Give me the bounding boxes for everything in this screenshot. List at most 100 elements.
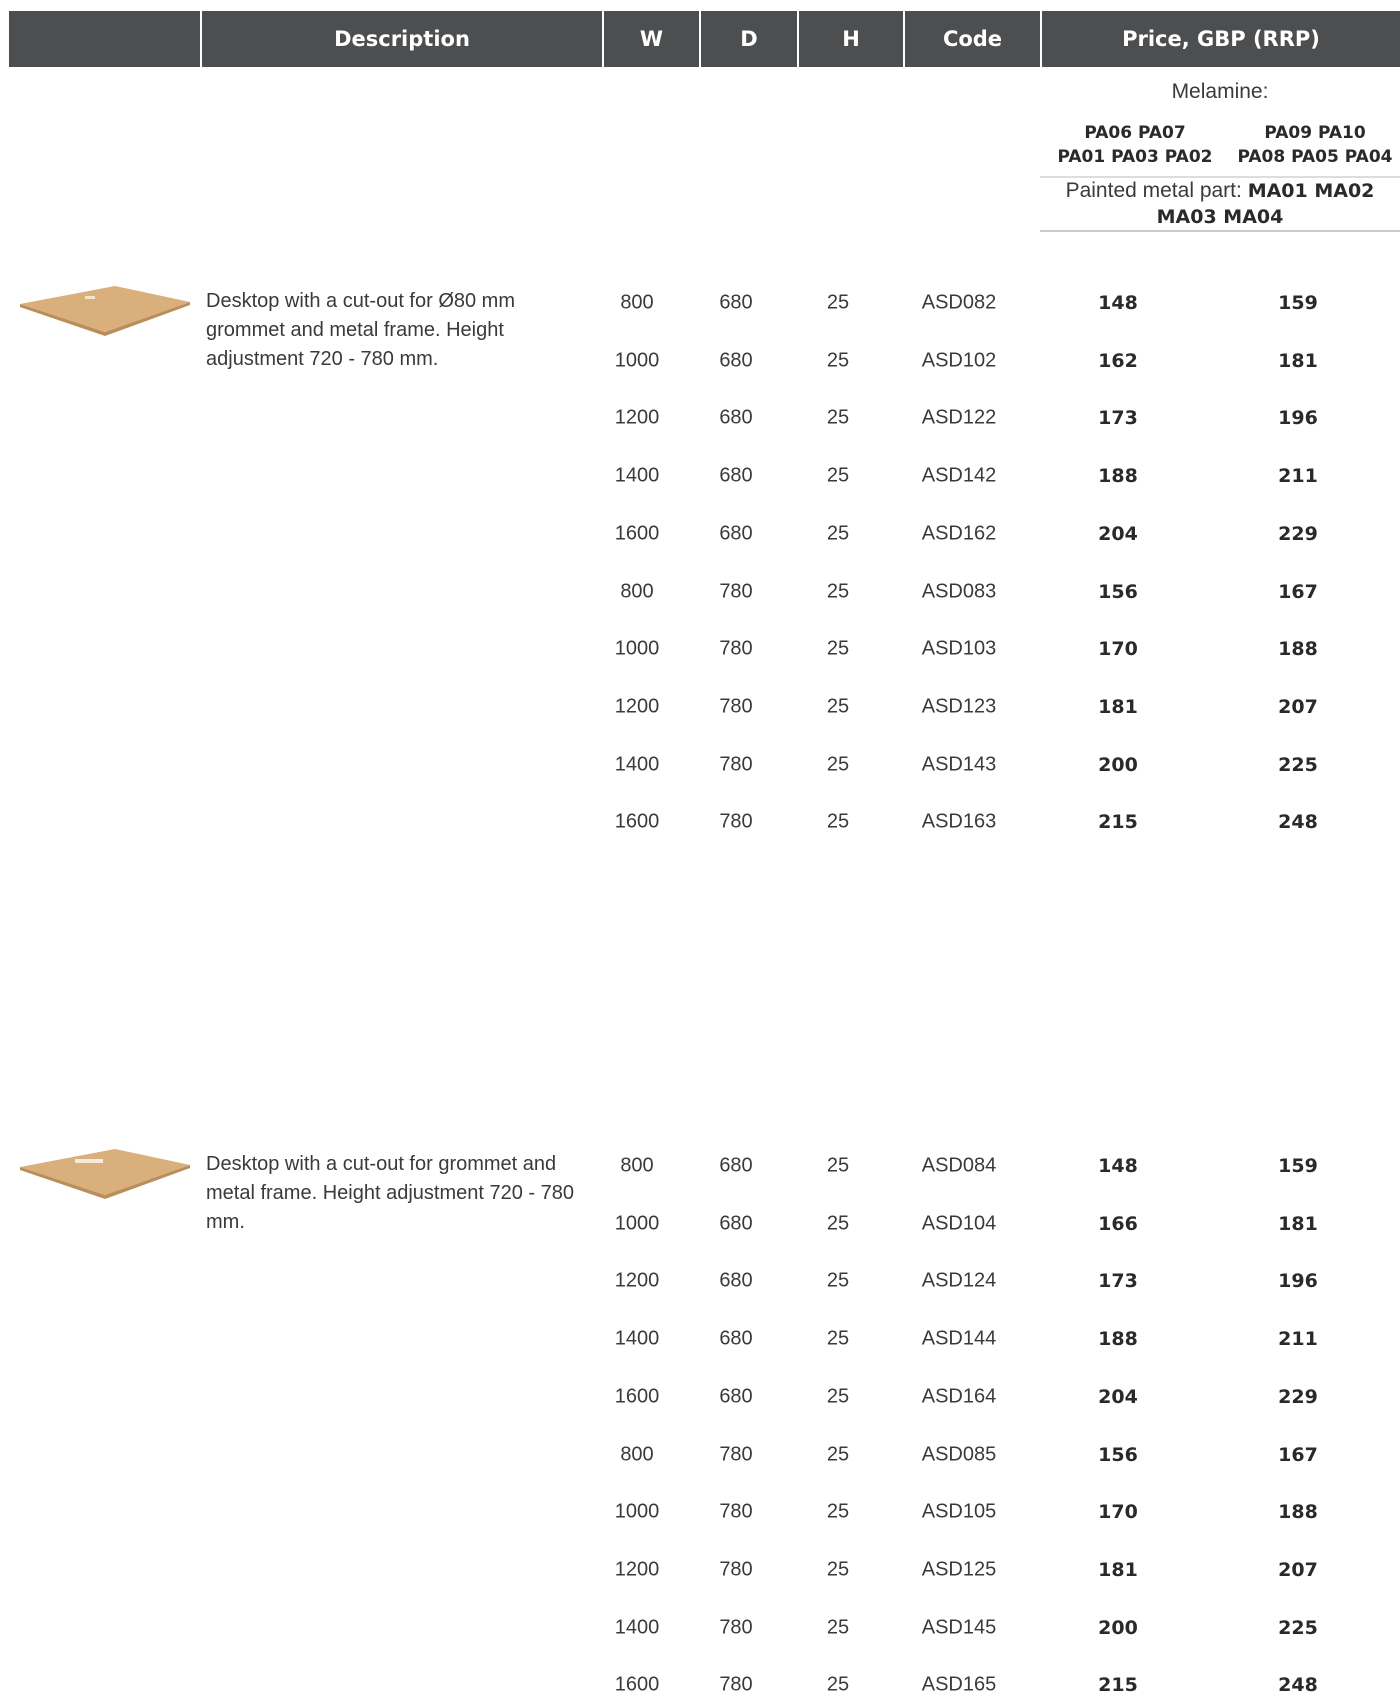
price: 162: [1098, 349, 1138, 372]
metal-code: MA01 MA02: [1247, 180, 1375, 202]
price: 204: [1098, 522, 1138, 545]
price: 148: [1098, 292, 1138, 314]
cell: 1000: [614, 637, 660, 660]
price: 188: [1098, 465, 1138, 488]
cell: 1200: [614, 1269, 660, 1292]
price: 159: [1278, 292, 1318, 314]
price: 167: [1278, 1443, 1318, 1466]
cell: 800: [620, 580, 654, 602]
cell: 680: [719, 1327, 753, 1350]
product-image: [20, 1149, 190, 1199]
cell: 780: [719, 1500, 753, 1523]
cell: 780: [719, 580, 753, 602]
divider: [1040, 176, 1400, 178]
cell: 780: [719, 753, 753, 776]
cell: 780: [719, 637, 753, 660]
price: 170: [1098, 638, 1138, 661]
price: 167: [1278, 580, 1318, 603]
price: 159: [1278, 1155, 1318, 1177]
price: 225: [1278, 753, 1318, 776]
cell: 680: [719, 464, 753, 487]
cell: 800: [620, 291, 654, 314]
price: 196: [1278, 1270, 1318, 1293]
cell: 1000: [614, 349, 660, 372]
finish-line: PA09 PA10: [1264, 123, 1366, 143]
cell: 1000: [614, 1500, 660, 1523]
cell: 780: [719, 810, 753, 833]
cell: 25: [826, 464, 850, 487]
cell: 25: [826, 695, 850, 718]
cell: 1400: [614, 1327, 660, 1350]
cell: 1000: [614, 1212, 660, 1235]
divider: [1040, 230, 1400, 232]
price: 181: [1278, 349, 1318, 372]
cell: 800: [620, 1154, 654, 1177]
cell: 25: [826, 810, 850, 833]
price: 207: [1278, 1558, 1318, 1581]
cell: 780: [719, 1558, 753, 1581]
cell: 1200: [614, 406, 660, 429]
cell: 680: [719, 1385, 753, 1408]
finish-line: PA06 PA07: [1084, 123, 1186, 143]
cell: 25: [826, 1500, 850, 1523]
cell: ASD082: [921, 291, 997, 314]
cell: 1600: [614, 810, 660, 833]
cell: 680: [719, 1269, 753, 1292]
cell: 680: [719, 1212, 753, 1235]
price: 188: [1098, 1328, 1138, 1351]
price: 173: [1098, 407, 1138, 430]
header-cell: W: [602, 11, 699, 67]
header-cell: H: [797, 11, 903, 67]
cell: ASD083: [921, 580, 997, 602]
cell: 680: [719, 1154, 753, 1177]
cell: ASD144: [921, 1327, 997, 1350]
price: 166: [1098, 1212, 1138, 1235]
cell: 780: [719, 1673, 753, 1696]
cell: 1600: [614, 1385, 660, 1408]
finish-line: PA01 PA03 PA02: [1057, 147, 1213, 167]
cell: 25: [826, 1154, 850, 1177]
header-cell: Code: [903, 11, 1040, 67]
cell: 1600: [614, 522, 660, 545]
metal-label: Painted metal part:: [1065, 179, 1242, 202]
price: 170: [1098, 1501, 1138, 1524]
cell: 800: [620, 1443, 654, 1465]
description: Desktop with a cut-out for grommet and m…: [206, 1153, 574, 1233]
cell: ASD122: [921, 406, 997, 429]
cell: 1200: [614, 695, 660, 718]
price: 181: [1098, 695, 1138, 718]
price: 215: [1098, 1674, 1138, 1696]
price: 204: [1098, 1385, 1138, 1408]
cell: ASD165: [921, 1673, 997, 1696]
cell: 25: [826, 522, 850, 545]
cell: 1600: [614, 1673, 660, 1696]
melamine-title: Melamine:: [1171, 80, 1269, 103]
price: 211: [1278, 1328, 1318, 1351]
price: 181: [1098, 1558, 1138, 1581]
cell: 25: [826, 1327, 850, 1350]
cell: ASD103: [921, 637, 997, 660]
cell: ASD164: [921, 1385, 997, 1408]
cell: 780: [719, 1443, 753, 1465]
price: 248: [1278, 1674, 1318, 1696]
finish-line: PA08 PA05 PA04: [1237, 147, 1393, 167]
cell: 25: [826, 1385, 850, 1408]
cell: ASD143: [921, 753, 997, 776]
cell: 1400: [614, 753, 660, 776]
price: 229: [1278, 1385, 1318, 1408]
cell: 25: [826, 580, 850, 602]
cell: 25: [826, 753, 850, 776]
price: 196: [1278, 407, 1318, 430]
product-image: [20, 286, 190, 336]
cell: 680: [719, 349, 753, 372]
cell: ASD125: [921, 1558, 997, 1581]
cell: ASD102: [921, 349, 997, 372]
cell: 1200: [614, 1558, 660, 1581]
finish-group: PA06 PA07 PA01 PA03 PA02: [1050, 121, 1220, 169]
price: 156: [1098, 1443, 1138, 1466]
cell: 1400: [614, 1616, 660, 1639]
cell: 25: [826, 1269, 850, 1292]
header-cell: Description: [200, 11, 602, 67]
metal-code: MA03 MA04: [1156, 206, 1284, 228]
cell: ASD104: [921, 1212, 997, 1235]
